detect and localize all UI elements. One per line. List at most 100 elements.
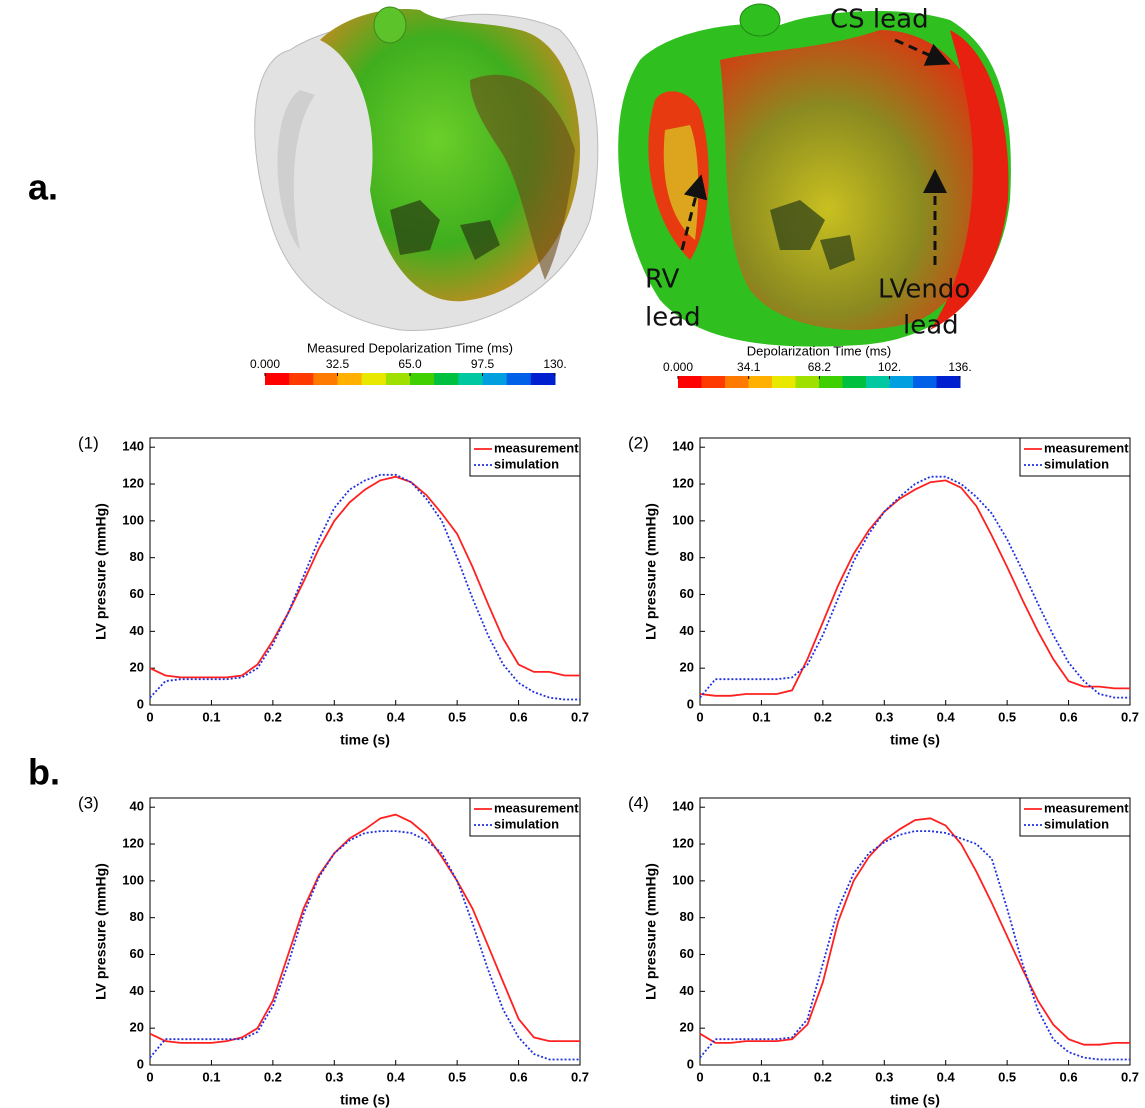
y-tick-label: 100 — [122, 512, 144, 527]
y-axis-label: LV pressure (mmHg) — [643, 503, 659, 640]
legend-box — [469, 797, 581, 837]
colorbar-tick-label: 97.5 — [471, 357, 495, 371]
chart-title: (3) — [78, 793, 99, 812]
plot-frame — [699, 437, 1131, 706]
x-tick-label: 0.3 — [325, 1069, 343, 1084]
colorbar-swatch — [265, 373, 290, 385]
x-tick-label: 0.4 — [387, 709, 406, 724]
colorbar-swatch — [506, 373, 532, 385]
plot-frame — [149, 437, 581, 706]
annotation: lead — [645, 303, 701, 333]
annotation: LVendo — [878, 275, 970, 305]
annotation: CS lead — [830, 5, 929, 35]
colorbar-swatch — [482, 373, 508, 385]
annotation: RV — [645, 265, 680, 295]
legend-label: simulation — [494, 816, 559, 831]
x-tick-label: 0.2 — [264, 709, 282, 724]
data-line — [149, 813, 580, 1044]
x-tick-label: 0.7 — [571, 1069, 589, 1084]
y-tick-label: 0 — [137, 696, 144, 711]
colorbar-tick-label: 32.5 — [326, 357, 350, 371]
y-tick-label: 40 — [130, 799, 144, 814]
legend-label: measurement — [494, 800, 579, 815]
colorbar-swatch — [819, 376, 843, 388]
colorbar-tick-label: 0.000 — [250, 357, 280, 371]
x-axis-label: time (s) — [890, 1092, 940, 1108]
x-tick-label: 0.2 — [814, 709, 832, 724]
x-tick-label: 0.7 — [571, 709, 589, 724]
x-tick-label: 0.4 — [387, 1069, 406, 1084]
y-tick-label: 60 — [680, 946, 694, 961]
y-axis-label: LV pressure (mmHg) — [93, 503, 109, 640]
colorbar-swatch — [725, 376, 749, 388]
x-tick-label: 0.2 — [264, 1069, 282, 1084]
x-axis-label: time (s) — [890, 732, 940, 748]
y-tick-label: 60 — [130, 586, 144, 601]
y-tick-label: 120 — [672, 835, 694, 850]
y-tick-label: 20 — [130, 660, 144, 675]
colorbar-tick-label: 102. — [878, 360, 901, 374]
x-tick-label: 0.1 — [202, 1069, 220, 1084]
data-line — [699, 830, 1130, 1061]
legend-label: simulation — [1044, 456, 1109, 471]
y-tick-label: 80 — [130, 909, 144, 924]
y-tick-label: 20 — [680, 1020, 694, 1035]
legend-label: measurement — [494, 440, 579, 455]
y-tick-label: 80 — [130, 549, 144, 564]
x-tick-label: 0.6 — [510, 1069, 528, 1084]
x-tick-label: 0.5 — [998, 709, 1016, 724]
y-tick-label: 120 — [122, 475, 144, 490]
legend-label: measurement — [1044, 440, 1129, 455]
y-axis-label: LV pressure (mmHg) — [643, 863, 659, 1000]
chart-title: (2) — [628, 433, 649, 452]
x-tick-label: 0.6 — [510, 709, 528, 724]
y-tick-label: 20 — [130, 1020, 144, 1035]
y-tick-label: 40 — [680, 623, 694, 638]
data-line — [149, 473, 580, 701]
data-line — [699, 817, 1130, 1046]
plot-frame — [699, 797, 1131, 1066]
x-tick-label: 0 — [146, 1069, 153, 1084]
x-tick-label: 0.5 — [448, 709, 466, 724]
x-tick-label: 0.4 — [937, 709, 956, 724]
data-line — [699, 479, 1130, 697]
x-tick-label: 0.6 — [1060, 709, 1078, 724]
x-tick-label: 0.1 — [202, 709, 220, 724]
x-tick-label: 0.7 — [1121, 1069, 1139, 1084]
x-tick-label: 0.5 — [998, 1069, 1016, 1084]
colorbar-swatch — [842, 376, 867, 388]
chart-title: (4) — [628, 793, 649, 812]
colorbar-swatch — [337, 373, 363, 385]
colorbar-swatch — [795, 376, 820, 388]
x-tick-label: 0.5 — [448, 1069, 466, 1084]
y-tick-label: 100 — [672, 512, 694, 527]
colorbar-swatch — [889, 376, 914, 388]
chart-title: (1) — [78, 433, 99, 452]
colorbar-tick-label: 68.2 — [808, 360, 832, 374]
colorbar-swatch — [434, 373, 459, 385]
legend-label: simulation — [1044, 816, 1109, 831]
colorbar-swatch — [866, 376, 890, 388]
x-tick-label: 0.7 — [1121, 709, 1139, 724]
y-tick-label: 120 — [672, 475, 694, 490]
colorbar-title: Depolarization Time (ms) — [747, 343, 892, 358]
heart-measured — [254, 6, 599, 331]
heart-simulated — [618, 3, 1011, 347]
y-tick-label: 80 — [680, 909, 694, 924]
x-tick-label: 0.3 — [875, 1069, 893, 1084]
colorbar-swatch — [289, 373, 314, 385]
panel-label: b. — [28, 752, 60, 793]
y-tick-label: 120 — [122, 835, 144, 850]
y-tick-label: 0 — [687, 696, 694, 711]
x-tick-label: 0.2 — [814, 1069, 832, 1084]
x-tick-label: 0.1 — [752, 709, 770, 724]
y-tick-label: 0 — [687, 1056, 694, 1071]
y-tick-label: 100 — [672, 872, 694, 887]
legend-box — [1019, 437, 1131, 477]
colorbar-swatch — [410, 373, 435, 385]
colorbar-tick-label: 65.0 — [398, 357, 422, 371]
x-tick-label: 0.6 — [1060, 1069, 1078, 1084]
x-tick-label: 0 — [146, 709, 153, 724]
legend-box — [469, 437, 581, 477]
